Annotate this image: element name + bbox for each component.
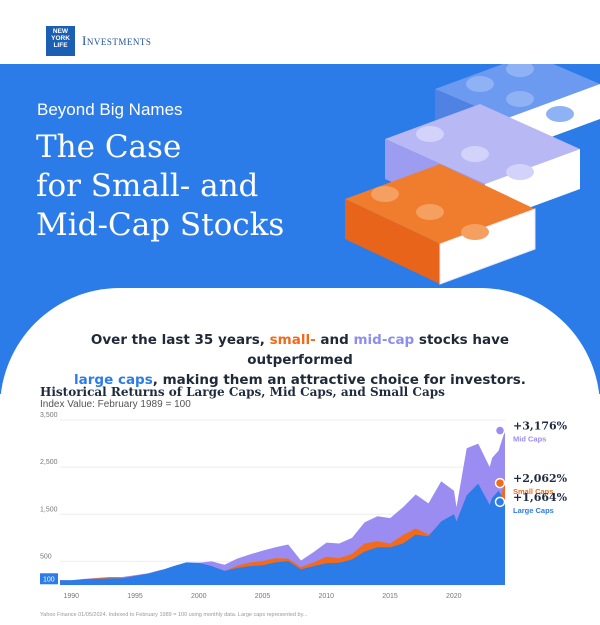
intro-small: small- [269, 332, 316, 348]
headline-line-2: for Small- and [36, 168, 259, 204]
header: NEW YORK LIFE Investments [0, 0, 600, 64]
end-label-value: +2,062% [513, 472, 568, 485]
brand-name: Investments [82, 33, 152, 48]
x-tick-label: 1990 [63, 593, 79, 600]
hero-headline: The Case for Small- and Mid-Cap Stocks [36, 128, 366, 245]
y-tick-label: 500 [40, 553, 52, 560]
base-value-box [40, 573, 58, 585]
returns-chart: 3,500 2,500 1,500 500 100 1990 1995 2000 2005 201… [40, 412, 568, 600]
end-label-value: +3,176% [513, 420, 568, 433]
x-tick-label: 1995 [127, 593, 143, 600]
hero-curve [0, 288, 600, 428]
chart-subtitle: Index Value: February 1989 = 100 [40, 399, 191, 410]
intro-large: large caps [74, 372, 153, 388]
headline-line-1: The Case [36, 129, 182, 165]
chart-title: Historical Returns of Large Caps, Mid Ca… [40, 385, 445, 399]
y-tick-label-100: 100 [43, 576, 55, 583]
y-tick-label: 3,500 [40, 412, 58, 419]
orange-brick [345, 164, 536, 285]
intro-part3: stocks have outperformed [247, 332, 510, 368]
logo-line-3: LIFE [53, 42, 68, 49]
x-tick-label: 2010 [318, 593, 334, 600]
headline-line-3: Mid-Cap Stocks [36, 207, 285, 243]
y-tick-label: 2,500 [40, 459, 58, 466]
x-tick-label: 2020 [446, 593, 462, 600]
intro-part2: and [315, 332, 354, 348]
new-york-life-logo[interactable]: NEW YORK LIFE [46, 26, 75, 56]
x-tick-label: 2000 [191, 593, 207, 600]
hero-eyebrow: Beyond Big Names [37, 100, 183, 119]
end-label-value: +1,664% [513, 491, 568, 504]
lego-blocks-illustration [345, 64, 600, 285]
end-label-name: Large Caps [513, 506, 554, 515]
area-large-caps [60, 483, 505, 585]
end-label-name: Mid Caps [513, 435, 546, 444]
x-tick-label: 2015 [382, 593, 398, 600]
footnote: Yahoo Finance 01/05/2024. Indexed to Feb… [40, 612, 308, 618]
logo-line-2: YORK [51, 35, 70, 42]
intro-mid: mid-cap [353, 332, 415, 348]
intro-text: Over the last 35 years, small- and mid-c… [40, 330, 560, 390]
intro-part4: , making them an attractive choice for i… [152, 372, 526, 388]
y-tick-label: 1,500 [40, 506, 58, 513]
logo-line-1: NEW [52, 28, 69, 35]
end-marker-mid-caps [494, 425, 506, 436]
intro-part1: Over the last 35 years, [90, 332, 270, 348]
end-marker-large-caps [494, 496, 506, 508]
end-label-name: Small Caps [513, 487, 553, 496]
end-marker-small-caps [494, 477, 506, 489]
x-tick-label: 2005 [255, 593, 271, 600]
